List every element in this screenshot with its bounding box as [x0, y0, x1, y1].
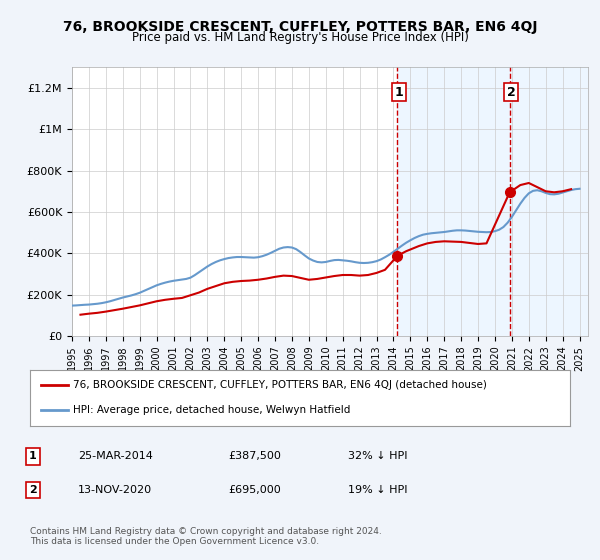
- Text: 2: 2: [29, 485, 37, 495]
- Text: 1: 1: [395, 86, 403, 99]
- Text: £387,500: £387,500: [228, 451, 281, 461]
- Text: 1: 1: [29, 451, 37, 461]
- Text: 13-NOV-2020: 13-NOV-2020: [78, 485, 152, 495]
- Text: Price paid vs. HM Land Registry's House Price Index (HPI): Price paid vs. HM Land Registry's House …: [131, 31, 469, 44]
- Text: £695,000: £695,000: [228, 485, 281, 495]
- Text: 76, BROOKSIDE CRESCENT, CUFFLEY, POTTERS BAR, EN6 4QJ (detached house): 76, BROOKSIDE CRESCENT, CUFFLEY, POTTERS…: [73, 380, 487, 390]
- Text: 76, BROOKSIDE CRESCENT, CUFFLEY, POTTERS BAR, EN6 4QJ: 76, BROOKSIDE CRESCENT, CUFFLEY, POTTERS…: [63, 20, 537, 34]
- Text: 32% ↓ HPI: 32% ↓ HPI: [348, 451, 407, 461]
- Text: 25-MAR-2014: 25-MAR-2014: [78, 451, 153, 461]
- Text: HPI: Average price, detached house, Welwyn Hatfield: HPI: Average price, detached house, Welw…: [73, 405, 350, 415]
- Text: Contains HM Land Registry data © Crown copyright and database right 2024.
This d: Contains HM Land Registry data © Crown c…: [30, 526, 382, 546]
- Text: 19% ↓ HPI: 19% ↓ HPI: [348, 485, 407, 495]
- Bar: [397, 67, 588, 336]
- Text: 2: 2: [507, 86, 516, 99]
